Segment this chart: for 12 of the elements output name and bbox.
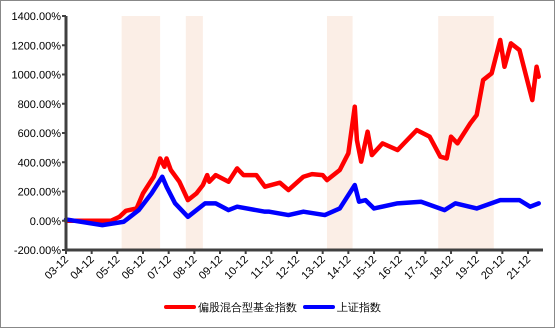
y-tick-label: 200.00% bbox=[18, 186, 62, 198]
legend-label: 上证指数 bbox=[337, 301, 381, 314]
y-tick-label: 1400.00% bbox=[11, 11, 62, 23]
y-tick-label: 1000.00% bbox=[11, 70, 62, 82]
y-tick-label: -200.00% bbox=[14, 245, 62, 257]
y-tick-label: 1200.00% bbox=[11, 40, 62, 52]
legend-label: 偏股混合型基金指数 bbox=[198, 301, 297, 314]
y-tick-label: 600.00% bbox=[18, 128, 62, 140]
y-tick-label: 800.00% bbox=[18, 98, 62, 111]
y-tick-label: 400.00% bbox=[18, 157, 62, 170]
y-tick-label: 0.00% bbox=[30, 216, 62, 228]
line-series bbox=[64, 174, 541, 228]
